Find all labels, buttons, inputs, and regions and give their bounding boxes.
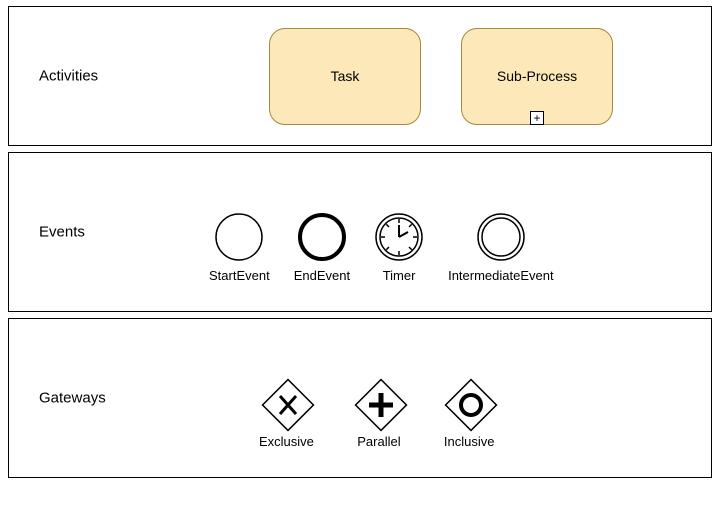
timer-event-icon xyxy=(374,212,424,262)
panel-label-events: Events xyxy=(39,224,85,241)
inclusive-gateway-icon xyxy=(444,378,494,428)
event-start: StartEvent xyxy=(209,212,270,283)
subprocess-expand-icon: + xyxy=(530,111,544,125)
gateway-parallel-label: Parallel xyxy=(357,434,400,449)
gateways-row: Exclusive Parallel In xyxy=(259,378,495,449)
panel-gateways: Gateways Exclusive xyxy=(8,318,712,478)
event-intermediate-label: IntermediateEvent xyxy=(448,268,554,283)
activity-task: Task xyxy=(269,28,421,125)
intermediate-event-icon xyxy=(476,212,526,262)
end-event-icon xyxy=(297,212,347,262)
event-timer: Timer xyxy=(374,212,424,283)
event-intermediate: IntermediateEvent xyxy=(448,212,554,283)
gateway-inclusive: Inclusive xyxy=(444,378,495,449)
activities-row: Task Sub-Process + xyxy=(269,28,613,125)
panel-activities: Activities Task Sub-Process + xyxy=(8,6,712,146)
gateway-exclusive-label: Exclusive xyxy=(259,434,314,449)
gateway-inclusive-label: Inclusive xyxy=(444,434,495,449)
event-start-label: StartEvent xyxy=(209,268,270,283)
panel-label-activities: Activities xyxy=(39,68,98,85)
activity-subprocess-label: Sub-Process xyxy=(497,68,577,84)
exclusive-gateway-icon xyxy=(261,378,311,428)
gateway-parallel: Parallel xyxy=(354,378,404,449)
parallel-gateway-icon xyxy=(354,378,404,428)
panel-events: Events StartEvent EndEvent xyxy=(8,152,712,312)
activity-subprocess: Sub-Process + xyxy=(461,28,613,125)
start-event-icon xyxy=(214,212,264,262)
event-end: EndEvent xyxy=(294,212,350,283)
panel-label-gateways: Gateways xyxy=(39,390,106,407)
event-end-label: EndEvent xyxy=(294,268,350,283)
event-timer-label: Timer xyxy=(383,268,416,283)
events-row: StartEvent EndEvent xyxy=(209,212,554,283)
gateway-exclusive: Exclusive xyxy=(259,378,314,449)
activity-task-label: Task xyxy=(331,68,360,84)
